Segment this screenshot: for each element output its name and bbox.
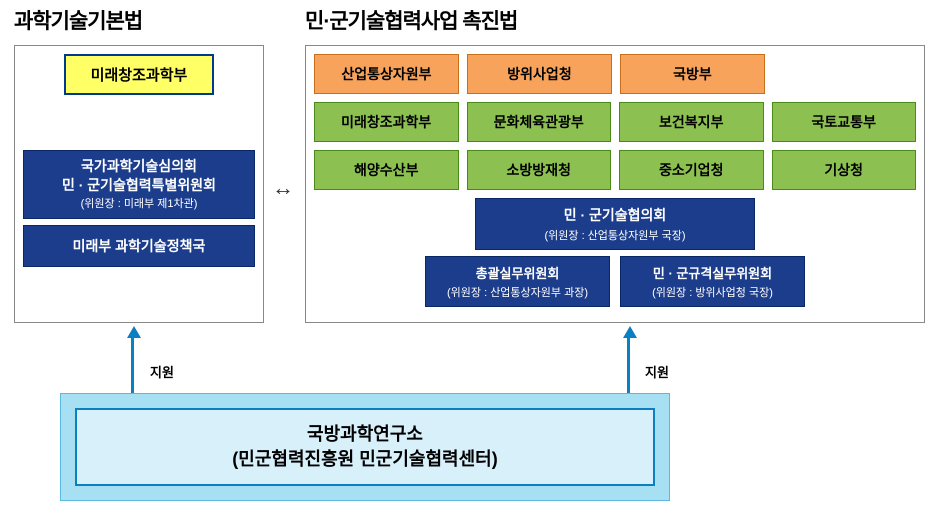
bottom-institute-inner: 국방과학연구소 (민군협력진흥원 민군기술협력센터) (75, 408, 655, 486)
dept-box: 산업통상자원부 (314, 54, 459, 94)
wc-left-title: 총괄실무위원회 (476, 266, 560, 281)
right-section-title: 민·군기술협력사업 촉진법 (305, 5, 517, 35)
dept-box: 소방방재청 (467, 150, 612, 190)
institute-line1: 국방과학연구소 (307, 424, 423, 444)
committee-box-1: 국가과학기술심의회 민 · 군기술협력특별위원회 (위원장 : 미래부 제1차관… (23, 150, 255, 219)
council-title: 민 · 군기술협의회 (564, 207, 667, 223)
dept-box: 미래창조과학부 (314, 102, 459, 142)
bidirectional-arrow-icon: ↔ (272, 175, 294, 201)
up-arrow-icon (623, 326, 637, 338)
working-committee-row: 총괄실무위원회 (위원장 : 산업통상자원부 과장) 민 · 군규격실무위원회 … (314, 256, 916, 307)
working-committee-left: 총괄실무위원회 (위원장 : 산업통상자원부 과장) (425, 256, 610, 307)
dept-box: 중소기업청 (619, 150, 764, 190)
up-arrow-stem (627, 337, 630, 393)
council-box: 민 · 군기술협의회 (위원장 : 산업통상자원부 국장) (475, 198, 755, 250)
dept-row-3: 해양수산부 소방방재청 중소기업청 기상청 (314, 150, 916, 190)
dept-row-2: 미래창조과학부 문화체육관광부 보건복지부 국토교통부 (314, 102, 916, 142)
ministry-yellow-box: 미래창조과학부 (64, 54, 214, 95)
dept-box: 기상청 (772, 150, 917, 190)
support-label-2: 지원 (645, 362, 669, 381)
institute-line2: (민군협력진흥원 민군기술협력센터) (232, 449, 497, 469)
dept-box: 방위사업청 (467, 54, 612, 94)
support-label-1: 지원 (150, 362, 174, 381)
committee-line2: 민 · 군기술협력특별위원회 (62, 177, 216, 193)
committee-line1: 국가과학기술심의회 (81, 158, 197, 174)
dept-box: 보건복지부 (619, 102, 764, 142)
wc-left-sub: (위원장 : 산업통상자원부 과장) (430, 284, 605, 300)
policy-bureau-box: 미래부 과학기술정책국 (23, 225, 255, 267)
dept-box: 해양수산부 (314, 150, 459, 190)
left-panel: 미래창조과학부 국가과학기술심의회 민 · 군기술협력특별위원회 (위원장 : … (14, 45, 264, 323)
left-blue-stack: 국가과학기술심의회 민 · 군기술협력특별위원회 (위원장 : 미래부 제1차관… (23, 150, 255, 267)
up-arrow-stem (131, 337, 134, 393)
dept-box: 국방부 (620, 54, 765, 94)
dept-box: 국토교통부 (772, 102, 917, 142)
left-section-title: 과학기술기본법 (14, 5, 142, 35)
dept-box: 문화체육관광부 (467, 102, 612, 142)
working-committee-right: 민 · 군규격실무위원회 (위원장 : 방위사업청 국장) (620, 256, 805, 307)
wc-right-title: 민 · 군규격실무위원회 (653, 266, 772, 281)
up-arrow-icon (127, 326, 141, 338)
right-panel: 산업통상자원부 방위사업청 국방부 미래창조과학부 문화체육관광부 보건복지부 … (305, 45, 925, 323)
spacer (773, 54, 916, 94)
committee-sub: (위원장 : 미래부 제1차관) (28, 197, 250, 212)
bottom-institute-box: 국방과학연구소 (민군협력진흥원 민군기술협력센터) (60, 393, 670, 501)
wc-right-sub: (위원장 : 방위사업청 국장) (625, 284, 800, 300)
council-sub: (위원장 : 산업통상자원부 국장) (480, 227, 750, 243)
dept-row-1: 산업통상자원부 방위사업청 국방부 (314, 54, 916, 94)
